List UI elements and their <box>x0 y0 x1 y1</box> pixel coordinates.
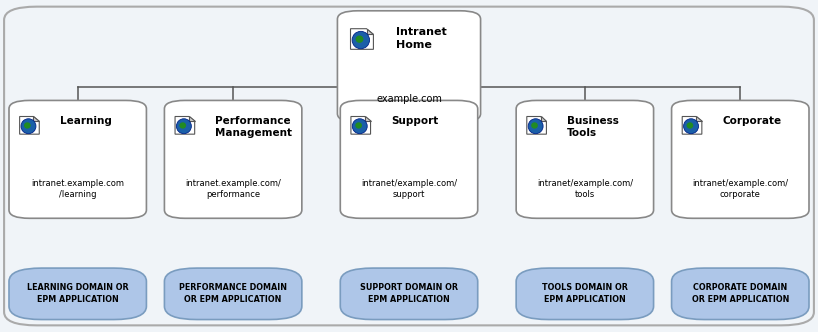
Ellipse shape <box>686 122 694 128</box>
Text: intranet/example.com/
tools: intranet/example.com/ tools <box>537 179 633 199</box>
Polygon shape <box>351 117 371 134</box>
Polygon shape <box>350 29 373 49</box>
Ellipse shape <box>177 119 191 134</box>
Text: Support: Support <box>391 117 438 126</box>
Polygon shape <box>20 117 39 134</box>
FancyBboxPatch shape <box>516 268 654 319</box>
Text: intranet/example.com/
corporate: intranet/example.com/ corporate <box>692 179 789 199</box>
Text: intranet.example.com
/learning: intranet.example.com /learning <box>31 179 124 199</box>
Text: intranet/example.com/
support: intranet/example.com/ support <box>361 179 457 199</box>
Text: Corporate: Corporate <box>722 117 781 126</box>
Text: example.com: example.com <box>376 94 442 104</box>
Text: Performance
Management: Performance Management <box>215 117 292 138</box>
Ellipse shape <box>684 119 699 134</box>
Ellipse shape <box>356 36 363 43</box>
Polygon shape <box>365 117 371 122</box>
Ellipse shape <box>355 122 362 128</box>
Polygon shape <box>175 117 195 134</box>
FancyBboxPatch shape <box>4 7 814 325</box>
Text: TOOLS DOMAIN OR
EPM APPLICATION: TOOLS DOMAIN OR EPM APPLICATION <box>542 284 627 304</box>
Ellipse shape <box>528 119 543 134</box>
FancyBboxPatch shape <box>9 100 146 218</box>
FancyBboxPatch shape <box>672 268 809 319</box>
Ellipse shape <box>353 119 367 134</box>
FancyBboxPatch shape <box>9 268 146 319</box>
FancyBboxPatch shape <box>516 100 654 218</box>
FancyBboxPatch shape <box>672 100 809 218</box>
Ellipse shape <box>531 122 538 128</box>
Ellipse shape <box>24 122 31 128</box>
Text: LEARNING DOMAIN OR
EPM APPLICATION: LEARNING DOMAIN OR EPM APPLICATION <box>27 284 128 304</box>
Text: PERFORMANCE DOMAIN
OR EPM APPLICATION: PERFORMANCE DOMAIN OR EPM APPLICATION <box>179 284 287 304</box>
Ellipse shape <box>352 31 370 49</box>
Ellipse shape <box>179 122 187 128</box>
Text: SUPPORT DOMAIN OR
EPM APPLICATION: SUPPORT DOMAIN OR EPM APPLICATION <box>360 284 458 304</box>
Polygon shape <box>34 117 39 122</box>
Text: Business
Tools: Business Tools <box>567 117 618 138</box>
Polygon shape <box>366 29 373 35</box>
Polygon shape <box>189 117 195 122</box>
FancyBboxPatch shape <box>340 268 478 319</box>
FancyBboxPatch shape <box>337 11 480 122</box>
Ellipse shape <box>21 119 36 134</box>
Text: Learning: Learning <box>60 117 111 126</box>
FancyBboxPatch shape <box>164 100 302 218</box>
Polygon shape <box>541 117 546 122</box>
Text: Intranet
Home: Intranet Home <box>396 27 447 50</box>
Polygon shape <box>682 117 702 134</box>
FancyBboxPatch shape <box>164 268 302 319</box>
Polygon shape <box>527 117 546 134</box>
FancyBboxPatch shape <box>340 100 478 218</box>
Text: CORPORATE DOMAIN
OR EPM APPLICATION: CORPORATE DOMAIN OR EPM APPLICATION <box>691 284 789 304</box>
Polygon shape <box>696 117 702 122</box>
Text: intranet.example.com/
performance: intranet.example.com/ performance <box>185 179 281 199</box>
